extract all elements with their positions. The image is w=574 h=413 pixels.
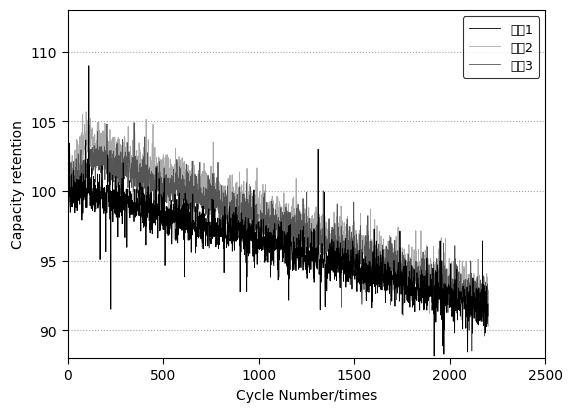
方案1 bbox=[430, 354, 437, 358]
方案1 bbox=[360, 257, 367, 262]
方案3 bbox=[329, 238, 336, 243]
方案3 bbox=[484, 324, 491, 329]
方案1 bbox=[86, 64, 92, 69]
方案2 bbox=[329, 227, 336, 232]
方案2 bbox=[162, 180, 169, 185]
方案2 bbox=[458, 318, 465, 323]
Line: 方案1: 方案1 bbox=[68, 66, 488, 356]
方案2 bbox=[457, 282, 464, 287]
方案3 bbox=[468, 349, 475, 354]
方案1 bbox=[457, 304, 464, 309]
方案3 bbox=[64, 197, 71, 202]
方案2 bbox=[437, 278, 444, 282]
方案3 bbox=[437, 293, 444, 298]
方案1 bbox=[162, 210, 169, 215]
方案2 bbox=[83, 110, 90, 115]
方案1 bbox=[484, 301, 491, 306]
Legend: 方案1, 方案2, 方案3: 方案1, 方案2, 方案3 bbox=[463, 17, 539, 78]
方案1 bbox=[437, 279, 444, 284]
方案3 bbox=[360, 271, 367, 276]
Line: 方案3: 方案3 bbox=[68, 123, 488, 351]
方案1 bbox=[329, 244, 336, 249]
方案3 bbox=[162, 183, 169, 188]
方案1 bbox=[484, 302, 491, 307]
方案2 bbox=[484, 275, 491, 280]
方案1 bbox=[64, 183, 71, 188]
方案3 bbox=[457, 287, 464, 292]
方案3 bbox=[484, 282, 491, 287]
Y-axis label: Capacity retention: Capacity retention bbox=[11, 120, 25, 249]
X-axis label: Cycle Number/times: Cycle Number/times bbox=[236, 388, 377, 402]
方案2 bbox=[484, 308, 491, 313]
Line: 方案2: 方案2 bbox=[68, 113, 488, 320]
方案3 bbox=[131, 121, 138, 126]
方案2 bbox=[64, 170, 71, 175]
方案2 bbox=[360, 233, 367, 238]
